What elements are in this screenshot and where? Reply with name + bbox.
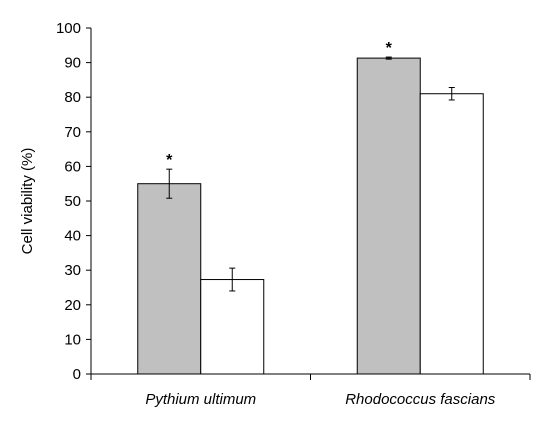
- bar: [137, 183, 202, 375]
- y-tick-label: 30: [64, 262, 81, 279]
- y-tick-label: 40: [64, 228, 81, 245]
- bar: [356, 57, 421, 375]
- y-tick-label: 10: [64, 331, 81, 348]
- y-axis: 0 10 20 30 40 50 60 70 80 90 100: [56, 20, 92, 383]
- significance-marker: *: [386, 40, 393, 57]
- error-bars: [166, 56, 455, 292]
- y-tick-label: 0: [73, 366, 81, 383]
- x-category-label: Rhodococcus fascians: [345, 391, 496, 408]
- x-axis: Pythium ultimum Rhodococcus fascians: [90, 373, 531, 408]
- y-axis-title: Cell viability (%): [19, 148, 36, 255]
- x-category-label: Pythium ultimum: [145, 391, 256, 408]
- bar: [200, 279, 265, 375]
- y-tick-label: 90: [64, 55, 81, 72]
- bars: [137, 57, 484, 375]
- labels: **: [166, 40, 393, 169]
- y-tick-label: 20: [64, 297, 81, 314]
- bar: [419, 93, 484, 375]
- y-tick-label: 50: [64, 193, 81, 210]
- y-tick-label: 70: [64, 124, 81, 141]
- significance-marker: *: [166, 152, 173, 169]
- y-tick-label: 100: [56, 20, 81, 37]
- y-tick-label: 80: [64, 89, 81, 106]
- y-tick-label: 60: [64, 158, 81, 175]
